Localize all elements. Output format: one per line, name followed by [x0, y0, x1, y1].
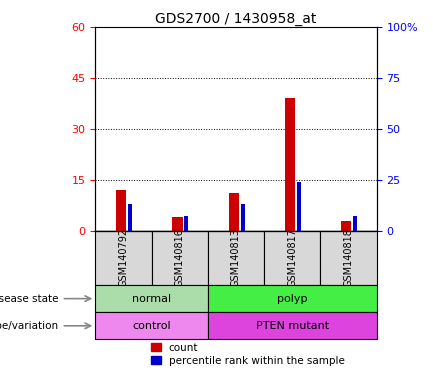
Bar [208, 285, 377, 312]
Bar [264, 231, 320, 285]
Bar [241, 204, 245, 231]
Bar [152, 231, 208, 285]
Bar [128, 204, 132, 231]
Legend: count, percentile rank within the sample: count, percentile rank within the sample [151, 343, 345, 366]
Bar [229, 193, 239, 231]
Text: GSM140792: GSM140792 [118, 228, 129, 288]
Text: control: control [132, 321, 171, 331]
Text: disease state: disease state [0, 294, 59, 304]
Bar [95, 285, 208, 312]
Text: normal: normal [132, 294, 171, 304]
Bar [95, 312, 208, 339]
Text: GSM140817: GSM140817 [287, 228, 297, 287]
Text: GSM140818: GSM140818 [343, 228, 354, 287]
Bar [285, 98, 295, 231]
Bar [95, 231, 152, 285]
Bar [208, 312, 377, 339]
Bar [297, 182, 301, 231]
Bar [184, 217, 188, 231]
Text: genotype/variation: genotype/variation [0, 321, 59, 331]
Title: GDS2700 / 1430958_at: GDS2700 / 1430958_at [155, 12, 317, 26]
Text: PTEN mutant: PTEN mutant [256, 321, 329, 331]
Text: polyp: polyp [277, 294, 307, 304]
Bar [116, 190, 126, 231]
Bar [172, 217, 182, 231]
Bar [320, 231, 377, 285]
Bar [208, 231, 264, 285]
Bar [341, 220, 352, 231]
Text: GSM140813: GSM140813 [231, 228, 241, 287]
Bar [353, 217, 357, 231]
Text: GSM140816: GSM140816 [174, 228, 185, 287]
